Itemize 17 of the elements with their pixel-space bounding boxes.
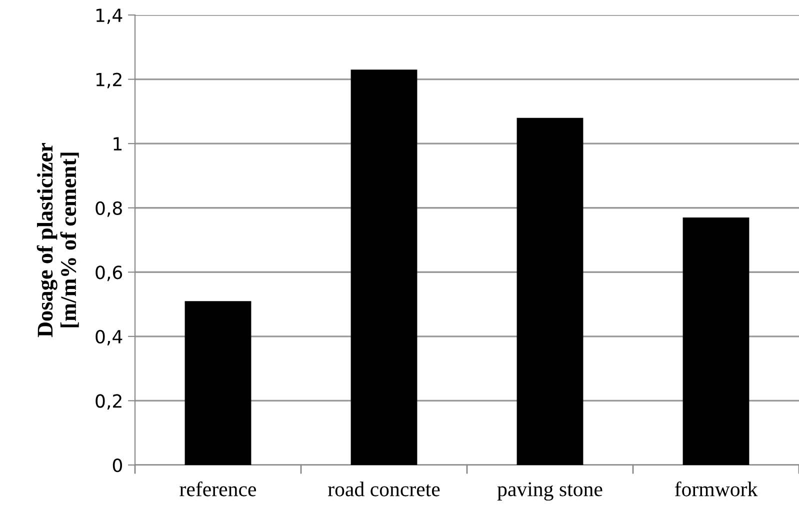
y-tick-label: 1,2	[96, 72, 122, 88]
y-axis-title: Dosage of plasticizer [m/m% of cement]	[36, 142, 79, 338]
y-tick-label: 0,6	[96, 266, 122, 282]
y-tick-label: 1	[114, 137, 122, 150]
bar	[350, 70, 418, 465]
bar	[184, 301, 252, 465]
x-tick-label: formwork	[674, 481, 758, 496]
x-tick-label: reference	[180, 481, 256, 496]
y-tick-label: 1,4	[96, 8, 122, 24]
y-tick-label: 0,8	[96, 201, 122, 217]
bar	[516, 118, 584, 465]
x-tick-label: paving stone	[497, 482, 602, 501]
bar	[682, 218, 750, 465]
y-tick-label: 0,4	[96, 330, 122, 346]
y-tick-label: 0,2	[96, 394, 122, 410]
x-tick-label: road concrete	[328, 482, 440, 496]
y-tick-label: 0	[112, 458, 122, 472]
